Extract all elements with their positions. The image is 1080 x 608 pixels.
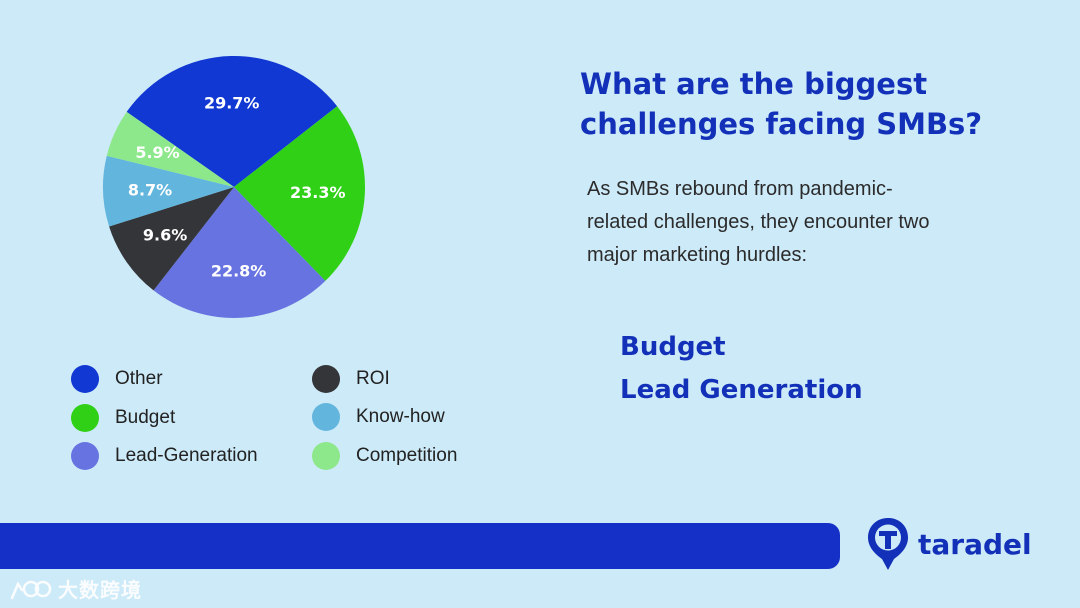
legend-swatch-lead-generation <box>71 442 99 470</box>
legend-item-know-how: Know-how <box>312 403 445 431</box>
legend-label-lead-generation: Lead-Generation <box>115 445 258 466</box>
hurdle-budget: Budget <box>620 332 726 362</box>
legend-item-competition: Competition <box>312 442 457 470</box>
pie-slice-lead-generation <box>153 187 326 319</box>
brand-logo: taradel <box>866 516 1032 572</box>
hurdle-lead-generation: Lead Generation <box>620 375 863 405</box>
watermark: 大数跨境 <box>10 574 142 603</box>
pie-label-roi: 9.6% <box>143 226 187 245</box>
intro-text: As SMBs rebound from pandemic-related ch… <box>587 178 930 266</box>
pie-label-competition: 5.9% <box>135 143 179 162</box>
pie-slices <box>102 55 366 319</box>
pie-label-know-how: 8.7% <box>128 180 172 199</box>
pie-slice-roi <box>109 187 234 291</box>
legend-swatch-other <box>71 365 99 393</box>
watermark-logo-icon <box>10 580 52 599</box>
headline-line-2: challenges facing SMBs? <box>580 107 983 141</box>
legend-item-lead-generation: Lead-Generation <box>71 442 258 470</box>
legend-label-competition: Competition <box>356 445 458 466</box>
legend-swatch-roi <box>312 365 340 393</box>
legend-swatch-know-how <box>312 403 340 431</box>
pie-labels: 29.7% 23.3% 22.8% 9.6% 8.7% 5.9% <box>128 94 346 281</box>
watermark-text: 大数跨境 <box>58 580 142 602</box>
brand-name: taradel <box>918 527 1032 561</box>
legend-label-know-how: Know-how <box>356 406 445 427</box>
map-pin-t-logo-icon <box>868 518 908 570</box>
pie-label-budget: 23.3% <box>290 183 346 202</box>
pie-label-lead-generation: 22.8% <box>211 261 267 280</box>
headline-line-1: What are the biggest <box>580 67 928 101</box>
legend-label-other: Other <box>115 368 163 389</box>
pie-chart: 29.7% 23.3% 22.8% 9.6% 8.7% 5.9% <box>102 55 366 319</box>
legend-swatch-budget <box>71 404 99 432</box>
pie-slice-budget <box>234 106 366 281</box>
legend-item-other: Other <box>71 365 163 393</box>
pie-label-other: 29.7% <box>204 94 260 113</box>
legend-item-roi: ROI <box>312 365 390 393</box>
legend-swatch-competition <box>312 442 340 470</box>
pie-slice-know-how <box>102 155 234 227</box>
legend-label-roi: ROI <box>356 368 390 389</box>
bottom-accent-bar <box>0 523 840 569</box>
legend-item-budget: Budget <box>71 404 175 432</box>
pie-slice-competition <box>106 111 234 187</box>
headline: What are the biggest challenges facing S… <box>580 64 1040 144</box>
legend-label-budget: Budget <box>115 407 176 428</box>
pie-slice-other <box>126 55 338 187</box>
